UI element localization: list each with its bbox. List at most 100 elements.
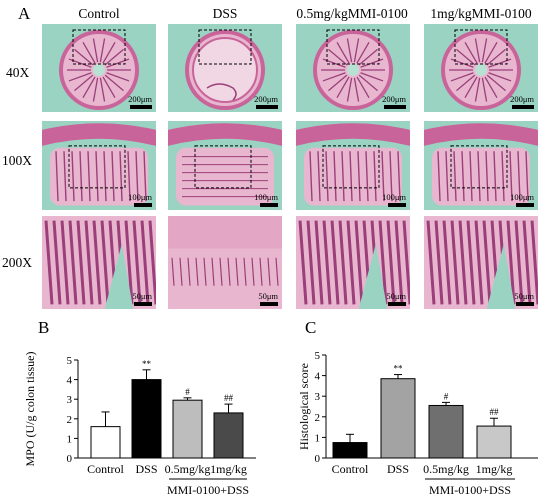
crypt xyxy=(517,151,521,202)
scale-bar xyxy=(260,302,278,306)
scale-bar-label: 50μm xyxy=(514,291,534,301)
y-tick-label: 5 xyxy=(315,350,321,362)
column-header-dss: DSS xyxy=(212,6,238,21)
crypt xyxy=(251,257,255,286)
scale-bar xyxy=(384,105,406,109)
bar-2 xyxy=(172,399,203,459)
scale-bar-label: 200μm xyxy=(254,94,278,104)
crypt xyxy=(55,151,59,202)
mucosal-fold xyxy=(99,38,106,63)
crypt xyxy=(148,220,156,305)
mucosal-fold xyxy=(346,38,353,63)
group-label: MMI-0100+DSS xyxy=(429,483,511,497)
mucosa xyxy=(50,147,148,206)
zoom-box xyxy=(72,29,126,65)
mucosal-fold xyxy=(74,48,94,66)
mucosal-fold xyxy=(488,72,512,82)
crypt xyxy=(309,151,313,202)
y-tick-label: 2 xyxy=(315,412,321,424)
zoom-box xyxy=(198,29,252,65)
crypt xyxy=(103,151,107,202)
crypt xyxy=(306,220,316,305)
crypt xyxy=(171,257,175,286)
group-label: MMI-0100+DSS xyxy=(167,483,249,497)
crypt xyxy=(333,151,337,202)
crypt xyxy=(132,220,142,305)
scale-bar xyxy=(516,302,534,306)
mucosal-fold xyxy=(74,74,94,92)
crypt xyxy=(394,220,404,305)
crypt xyxy=(203,257,207,286)
mucosal-fold xyxy=(456,74,476,92)
crypt xyxy=(477,151,481,202)
crypt xyxy=(461,151,465,202)
y-tick-label: 5 xyxy=(67,355,73,367)
y-tick-label: 1 xyxy=(315,432,321,444)
crypt xyxy=(453,151,457,202)
significance-mark: # xyxy=(444,391,449,401)
scale-bar-label: 50μm xyxy=(258,291,278,301)
chart-c-histological-score: 0 1 2 3 4 5 Histological score Control ** DSS #0.5… xyxy=(297,350,538,497)
crypt xyxy=(325,151,329,202)
mucosal-fold xyxy=(104,74,124,92)
crypt xyxy=(63,151,67,202)
y-tick-label: 4 xyxy=(315,371,321,383)
zoom-box xyxy=(450,145,508,189)
mucosal-fold xyxy=(102,41,116,64)
y-tick-label: 3 xyxy=(67,394,73,406)
zoom-box xyxy=(68,145,126,189)
mucosal-fold xyxy=(336,41,350,64)
crypt xyxy=(445,151,449,202)
crypt xyxy=(95,151,99,202)
y-axis-label: Histological score xyxy=(297,363,311,450)
lumen xyxy=(93,64,105,76)
mucosal-fold xyxy=(356,41,370,64)
crypt xyxy=(402,220,410,305)
crypt xyxy=(119,151,123,202)
crypt xyxy=(506,220,516,305)
crypt xyxy=(227,257,231,286)
zoom-box xyxy=(454,29,508,65)
histology-tile-r0-c0: 200μm xyxy=(42,24,156,112)
crypt xyxy=(235,257,239,286)
crypt xyxy=(52,220,62,305)
column-header-control: Control xyxy=(78,6,120,21)
crypt xyxy=(474,220,484,305)
crypt xyxy=(357,151,361,202)
bar-3 xyxy=(213,412,244,459)
crypt xyxy=(466,220,476,305)
mucosal-fold xyxy=(328,74,348,92)
mucosal-fold xyxy=(328,48,348,66)
mucosal-fold xyxy=(450,72,474,82)
category-label: 1mg/kg xyxy=(476,462,513,476)
panel-b-letter: B xyxy=(38,318,50,337)
crypt xyxy=(71,151,75,202)
histology-tile-r0-c1: 200μm xyxy=(168,24,282,112)
muscle-layer xyxy=(42,123,156,146)
scale-bar-label: 200μm xyxy=(382,94,406,104)
crypt xyxy=(219,257,223,286)
mucosal-fold xyxy=(68,72,92,82)
histology-tile-r2-c0: 50μm xyxy=(42,216,156,309)
y-tick-label: 3 xyxy=(315,391,321,403)
mucosal-fold xyxy=(353,38,360,63)
crypt xyxy=(469,151,473,202)
crypt xyxy=(341,151,345,202)
crypt xyxy=(259,257,263,286)
crypt xyxy=(373,151,377,202)
crypt xyxy=(501,151,505,202)
panel-a-letter: A xyxy=(18,4,31,23)
mucosal-fold xyxy=(358,74,378,92)
mucosal-fold xyxy=(486,48,506,66)
crypt xyxy=(243,257,247,286)
crypt xyxy=(267,257,271,286)
crypt xyxy=(509,151,513,202)
scale-bar xyxy=(130,105,152,109)
histology-tile-r1-c3: 100μm xyxy=(424,121,538,210)
scale-bar xyxy=(134,302,152,306)
mucosal-fold xyxy=(358,48,378,66)
lumen xyxy=(475,64,487,76)
crypt xyxy=(124,220,134,305)
mucosal-fold xyxy=(356,76,370,99)
significance-mark: # xyxy=(185,387,190,397)
